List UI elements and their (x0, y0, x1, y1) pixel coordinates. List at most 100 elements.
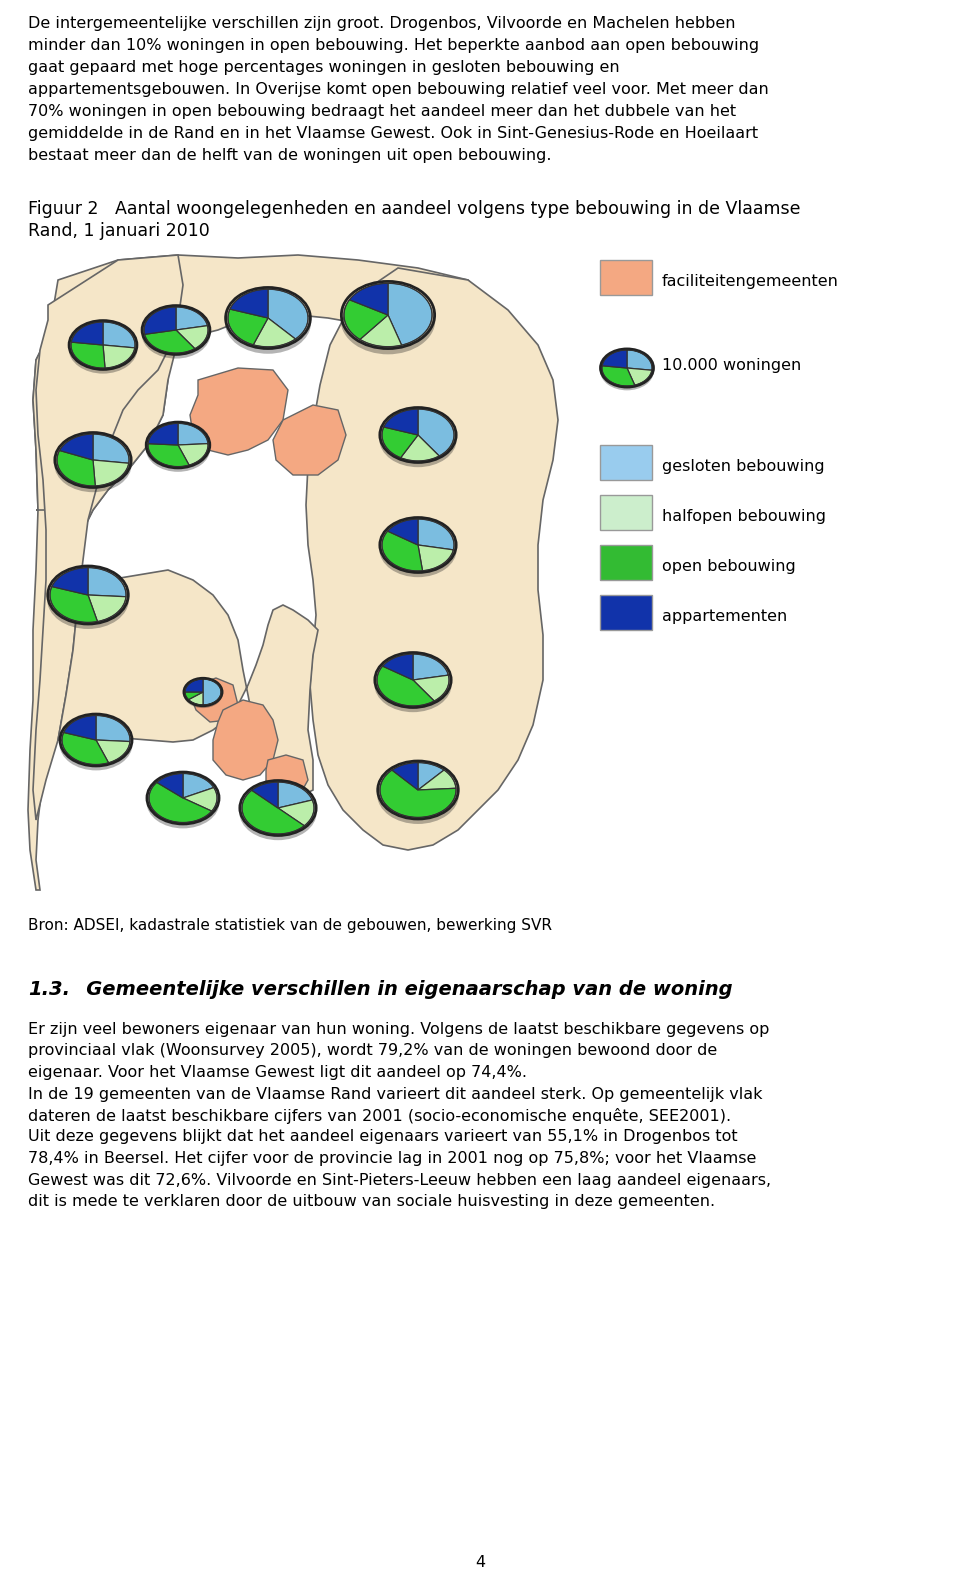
Polygon shape (382, 427, 418, 457)
Text: De intergemeentelijke verschillen zijn groot. Drogenbos, Vilvoorde en Machelen h: De intergemeentelijke verschillen zijn g… (28, 16, 735, 32)
Polygon shape (418, 770, 456, 789)
Polygon shape (183, 788, 217, 812)
Text: gemiddelde in de Rand en in het Vlaamse Gewest. Ook in Sint-Genesius-Rode en Hoe: gemiddelde in de Rand en in het Vlaamse … (28, 127, 758, 141)
Polygon shape (278, 800, 314, 826)
Polygon shape (185, 679, 203, 691)
Polygon shape (73, 345, 168, 530)
Polygon shape (93, 460, 129, 486)
Text: open bebouwing: open bebouwing (662, 558, 796, 574)
Polygon shape (203, 679, 221, 706)
Polygon shape (213, 699, 278, 780)
Text: Rand, 1 januari 2010: Rand, 1 januari 2010 (28, 221, 209, 240)
Polygon shape (268, 290, 308, 339)
Polygon shape (103, 345, 134, 369)
Polygon shape (191, 679, 238, 721)
Polygon shape (388, 519, 418, 546)
Ellipse shape (146, 426, 210, 471)
Polygon shape (306, 267, 558, 850)
Text: dateren de laatst beschikbare cijfers van 2001 (socio-economische enquête, SEE20: dateren de laatst beschikbare cijfers va… (28, 1107, 732, 1123)
Polygon shape (88, 568, 126, 596)
Polygon shape (50, 587, 98, 622)
Polygon shape (33, 340, 178, 530)
Polygon shape (253, 318, 296, 346)
Ellipse shape (68, 324, 137, 373)
Ellipse shape (55, 437, 132, 492)
Ellipse shape (341, 286, 435, 354)
Text: Er zijn veel bewoners eigenaar van hun woning. Volgens de laatst beschikbare geg: Er zijn veel bewoners eigenaar van hun w… (28, 1022, 769, 1036)
Polygon shape (349, 283, 388, 315)
Bar (600, 445, 652, 479)
Text: 4: 4 (475, 1555, 485, 1569)
Polygon shape (380, 770, 456, 818)
Text: appartementen: appartementen (662, 609, 787, 623)
Polygon shape (382, 532, 422, 571)
Polygon shape (185, 691, 203, 699)
Text: Gewest was dit 72,6%. Vilvoorde en Sint-Pieters-Leeuw hebben een laag aandeel ei: Gewest was dit 72,6%. Vilvoorde en Sint-… (28, 1172, 771, 1188)
Polygon shape (392, 763, 418, 789)
Polygon shape (377, 666, 434, 706)
Polygon shape (33, 255, 183, 819)
Ellipse shape (47, 570, 129, 630)
Text: dit is mede te verklaren door de uitbouw van sociale huisvesting in deze gemeent: dit is mede te verklaren door de uitbouw… (28, 1194, 715, 1209)
Polygon shape (383, 653, 413, 680)
Polygon shape (252, 782, 278, 808)
Ellipse shape (239, 785, 317, 840)
Polygon shape (602, 365, 635, 386)
Polygon shape (400, 435, 439, 460)
Polygon shape (96, 740, 130, 763)
Polygon shape (627, 369, 652, 384)
Text: Figuur 2   Aantal woongelegenheden en aandeel volgens type bebouwing in de Vlaam: Figuur 2 Aantal woongelegenheden en aand… (28, 199, 801, 218)
Polygon shape (71, 342, 105, 369)
Polygon shape (413, 676, 449, 701)
Polygon shape (144, 307, 176, 334)
Text: 1.3.: 1.3. (28, 979, 70, 998)
Polygon shape (183, 774, 214, 797)
Bar (600, 595, 652, 630)
Polygon shape (62, 732, 108, 764)
Text: 78,4% in Beersel. Het cijfer voor de provincie lag in 2001 nog op 75,8%; voor he: 78,4% in Beersel. Het cijfer voor de pro… (28, 1152, 756, 1166)
Text: Bron: ADSEI, kadastrale statistiek van de gebouwen, bewerking SVR: Bron: ADSEI, kadastrale statistiek van d… (28, 918, 552, 933)
Polygon shape (145, 331, 195, 353)
Polygon shape (57, 451, 95, 486)
Polygon shape (627, 350, 652, 370)
Text: provinciaal vlak (Woonsurvey 2005), wordt 79,2% van de woningen bewoond door de: provinciaal vlak (Woonsurvey 2005), word… (28, 1044, 717, 1058)
Ellipse shape (142, 308, 210, 359)
Polygon shape (60, 433, 93, 460)
Bar (600, 495, 652, 530)
Polygon shape (148, 443, 189, 467)
Text: Uit deze gegevens blijkt dat het aandeel eigenaars varieert van 55,1% in Drogenb: Uit deze gegevens blijkt dat het aandeel… (28, 1130, 737, 1144)
Polygon shape (230, 290, 268, 318)
Polygon shape (148, 424, 178, 445)
Text: In de 19 gemeenten van de Vlaamse Rand varieert dit aandeel sterk. Op gemeenteli: In de 19 gemeenten van de Vlaamse Rand v… (28, 1087, 762, 1101)
Ellipse shape (147, 775, 220, 829)
Bar (600, 546, 652, 581)
Polygon shape (273, 405, 346, 475)
Polygon shape (178, 424, 208, 445)
Text: Gemeentelijke verschillen in eigenaarschap van de woning: Gemeentelijke verschillen in eigenaarsch… (66, 979, 732, 998)
Polygon shape (88, 595, 126, 622)
Text: bestaat meer dan de helft van de woningen uit open bebouwing.: bestaat meer dan de helft van de woninge… (28, 149, 551, 163)
Polygon shape (228, 308, 268, 345)
Ellipse shape (225, 291, 311, 354)
Polygon shape (103, 323, 135, 348)
Polygon shape (71, 323, 103, 345)
Text: faciliteitengemeenten: faciliteitengemeenten (662, 274, 839, 290)
Text: eigenaar. Voor het Vlaamse Gewest ligt dit aandeel op 74,4%.: eigenaar. Voor het Vlaamse Gewest ligt d… (28, 1065, 527, 1081)
Text: 10.000 woningen: 10.000 woningen (662, 358, 802, 373)
Ellipse shape (183, 680, 223, 709)
Polygon shape (344, 299, 388, 340)
Text: halfopen bebouwing: halfopen bebouwing (662, 509, 826, 524)
Polygon shape (602, 350, 627, 369)
Polygon shape (96, 715, 130, 742)
Polygon shape (176, 326, 208, 348)
Polygon shape (93, 433, 129, 464)
Text: gaat gepaard met hoge percentages woningen in gesloten bebouwing en: gaat gepaard met hoge percentages woning… (28, 60, 619, 74)
Polygon shape (384, 410, 418, 435)
Polygon shape (418, 519, 454, 551)
Text: gesloten bebouwing: gesloten bebouwing (662, 459, 825, 475)
Polygon shape (58, 570, 318, 796)
Polygon shape (242, 791, 304, 834)
Polygon shape (156, 774, 183, 797)
Text: 70% woningen in open bebouwing bedraagt het aandeel meer dan het dubbele van het: 70% woningen in open bebouwing bedraagt … (28, 104, 736, 119)
Polygon shape (46, 255, 488, 391)
